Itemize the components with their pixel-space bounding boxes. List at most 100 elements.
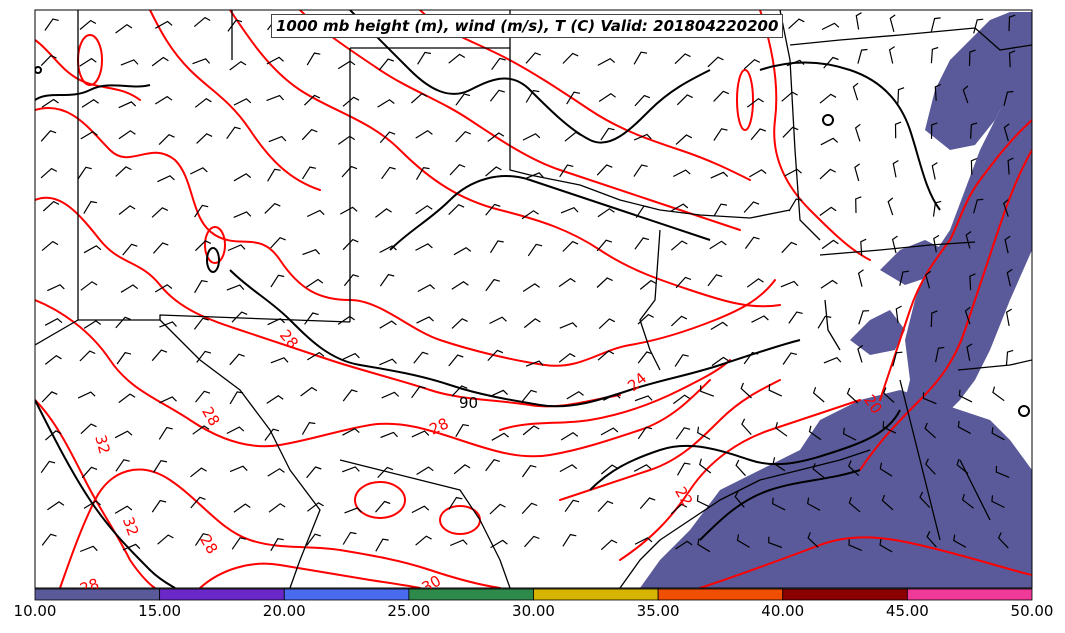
wind-barb bbox=[304, 312, 319, 325]
wind-barb bbox=[194, 280, 208, 294]
wind-barb bbox=[596, 277, 613, 288]
wind-barb bbox=[965, 231, 972, 249]
wind-barb bbox=[1005, 308, 1013, 327]
height-contour bbox=[349, 10, 711, 144]
shaded-region-northeast bbox=[925, 12, 1032, 150]
wind-barb bbox=[81, 466, 98, 479]
boundary-line bbox=[779, 10, 821, 241]
wind-barb bbox=[676, 462, 691, 476]
wind-barb bbox=[227, 244, 246, 252]
colorbar-tick-label: 20.00 bbox=[262, 602, 306, 620]
wind-barb bbox=[935, 346, 945, 363]
wind-barb bbox=[821, 22, 840, 31]
shaded-region-east-coast bbox=[900, 30, 1032, 420]
wind-barb bbox=[303, 94, 321, 106]
wind-barb bbox=[676, 94, 693, 106]
wind-barb bbox=[270, 357, 289, 364]
wind-barb bbox=[968, 49, 976, 67]
wind-barb bbox=[817, 315, 832, 329]
colorbar-segment bbox=[657, 588, 784, 601]
wind-barb bbox=[559, 464, 578, 473]
wind-barb bbox=[233, 98, 252, 106]
colorbar bbox=[34, 588, 1033, 601]
wind-barb bbox=[378, 58, 394, 71]
wind-barb bbox=[1002, 199, 1009, 217]
wind-barb bbox=[857, 269, 864, 287]
colorbar-tick-label: 35.00 bbox=[636, 602, 680, 620]
wind-barb bbox=[79, 350, 96, 362]
wind-barb bbox=[597, 350, 615, 361]
wind-barb bbox=[855, 196, 862, 214]
wind-barb bbox=[415, 535, 432, 546]
wind-barb bbox=[417, 51, 432, 65]
temp-contour bbox=[879, 119, 1032, 401]
wind-barb bbox=[41, 98, 59, 108]
wind-barb bbox=[226, 284, 245, 291]
wind-barb bbox=[879, 538, 893, 553]
wind-barb bbox=[600, 464, 618, 475]
wind-barb bbox=[635, 205, 650, 219]
wind-barb bbox=[151, 499, 167, 513]
wind-barb bbox=[270, 236, 286, 249]
wind-barb bbox=[966, 343, 973, 361]
wind-barb bbox=[151, 56, 169, 67]
wind-barb bbox=[812, 387, 825, 403]
wind-barb bbox=[892, 351, 903, 367]
boundary-line bbox=[339, 459, 511, 588]
wind-barb bbox=[807, 497, 821, 511]
wind-barb bbox=[823, 356, 842, 364]
colorbar-segment bbox=[159, 588, 285, 601]
wind-barb bbox=[379, 131, 396, 144]
wind-barb bbox=[743, 351, 759, 365]
wind-barb bbox=[118, 130, 136, 140]
wind-barb bbox=[416, 316, 434, 324]
wind-barb bbox=[154, 284, 173, 293]
wind-barb bbox=[858, 310, 870, 325]
wind-barb bbox=[962, 85, 969, 104]
wind-barb bbox=[807, 532, 819, 548]
wind-barb bbox=[157, 534, 174, 545]
wind-barb bbox=[674, 354, 689, 367]
wind-barb bbox=[820, 279, 838, 289]
wind-barb bbox=[597, 500, 614, 513]
wind-barb bbox=[922, 392, 937, 405]
wind-barb bbox=[448, 203, 465, 216]
shaded-region-chesapeake bbox=[850, 310, 905, 355]
wind-barb bbox=[697, 538, 711, 553]
wind-barb bbox=[455, 424, 470, 438]
wind-barb bbox=[713, 90, 730, 102]
height-contour bbox=[389, 175, 711, 251]
wind-barb bbox=[559, 164, 574, 178]
wind-barb bbox=[1005, 349, 1014, 367]
wind-barb bbox=[268, 503, 286, 513]
wind-barb bbox=[268, 135, 287, 143]
wind-barb bbox=[899, 270, 909, 286]
wind-barb bbox=[342, 352, 360, 361]
wind-barb bbox=[973, 18, 984, 34]
wind-barb bbox=[525, 360, 544, 367]
wind-barb bbox=[192, 425, 210, 435]
wind-barb bbox=[194, 533, 210, 546]
wind-barb bbox=[741, 418, 752, 436]
wind-barb bbox=[154, 95, 173, 105]
wind-barbs bbox=[40, 12, 1016, 553]
wind-barb bbox=[190, 467, 207, 478]
height-contour bbox=[35, 399, 176, 588]
boundary-line bbox=[824, 299, 841, 351]
wind-barb bbox=[342, 389, 358, 402]
wind-barb bbox=[485, 166, 502, 177]
wind-barb bbox=[713, 203, 728, 217]
colorbar-tick-label: 10.00 bbox=[13, 602, 57, 620]
wind-barb bbox=[879, 462, 893, 477]
wind-barb bbox=[710, 321, 728, 331]
wind-barb bbox=[768, 536, 783, 549]
temp-contour bbox=[59, 468, 501, 588]
temp-contour bbox=[759, 10, 871, 261]
wind-barb bbox=[266, 394, 284, 404]
wind-barb bbox=[301, 166, 317, 180]
wind-barb bbox=[992, 386, 1005, 402]
wind-barb bbox=[233, 173, 252, 182]
boundary-line bbox=[789, 27, 1032, 51]
wind-barb bbox=[675, 134, 693, 145]
